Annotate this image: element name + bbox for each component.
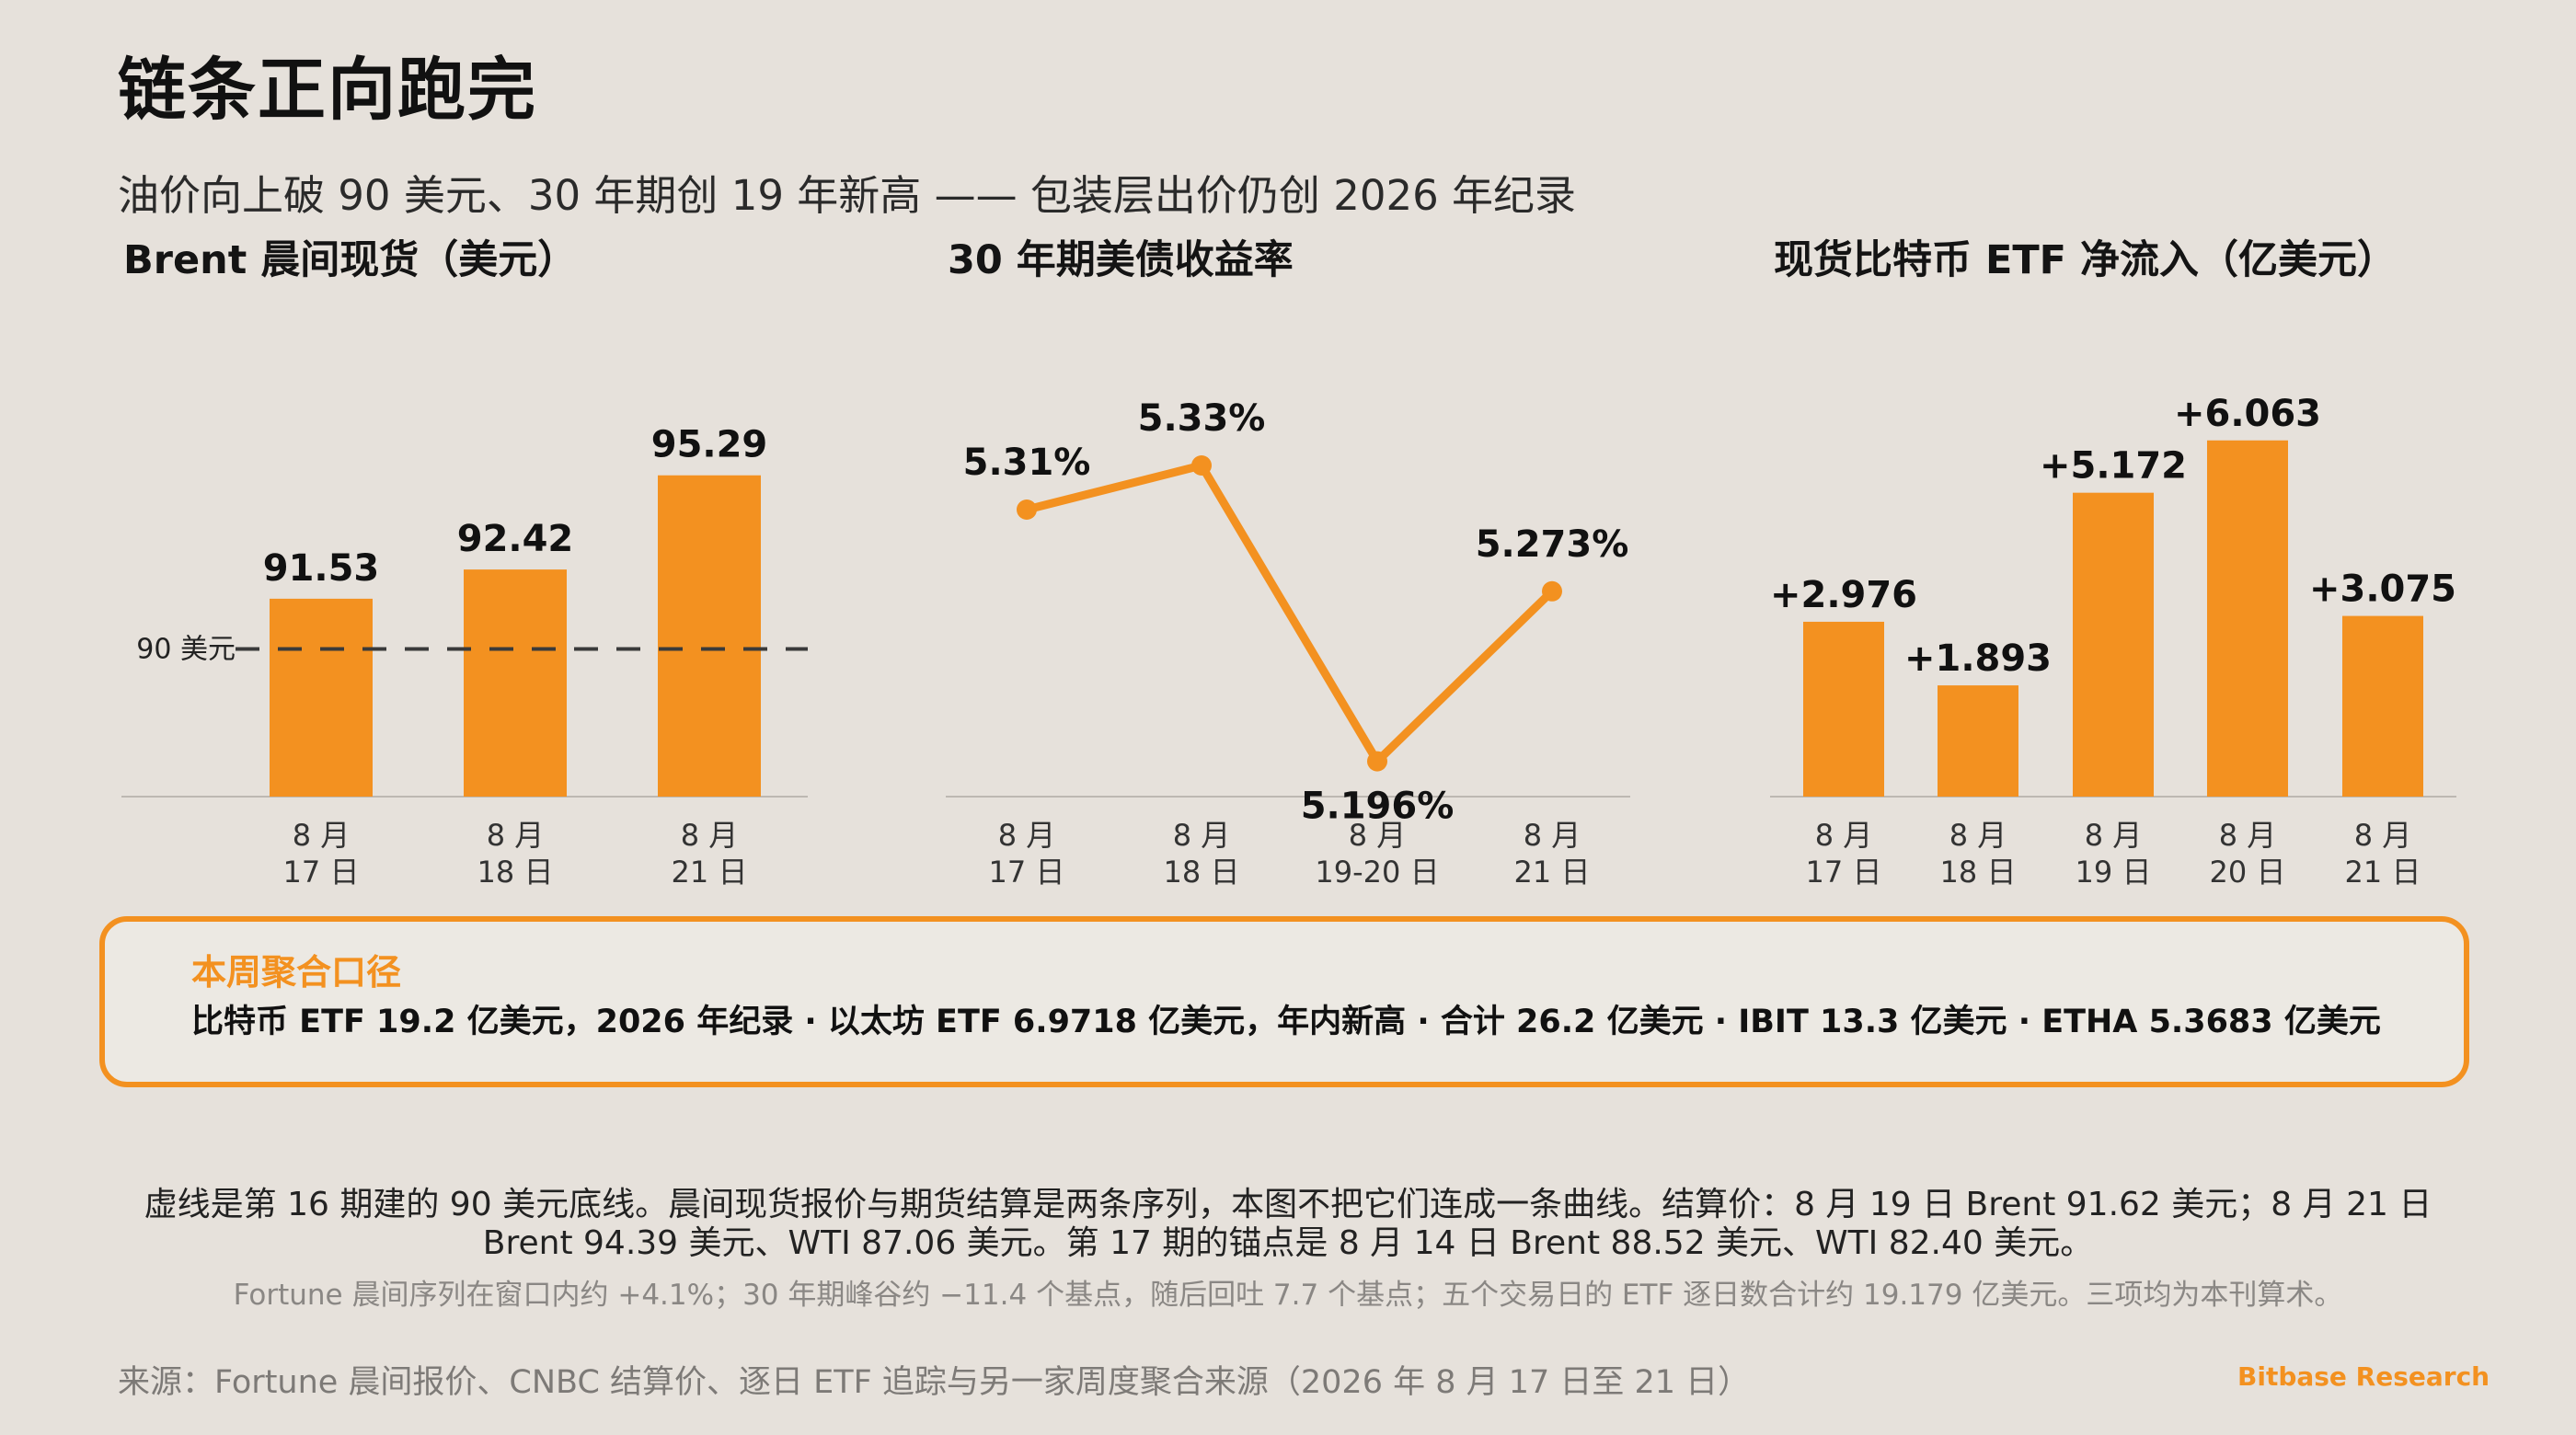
footnote-line-1: 虚线是第 16 期建的 90 美元底线。晨间现货报价与期货结算是两条序列，本图不… (144, 1186, 2432, 1223)
etf-data-label: +5.172 (2040, 445, 2187, 488)
etf-tick-label-month: 8 月 (1815, 818, 1873, 853)
ust30-tick-label-month: 8 月 (1173, 818, 1231, 853)
brent-bar (658, 475, 761, 797)
page-title: 链条正向跑完 (118, 51, 537, 130)
ust30-point (1367, 751, 1387, 772)
etf-bar (2207, 440, 2288, 797)
etf-data-label: +1.893 (1904, 637, 2052, 680)
ust30-chart-title: 30 年期美债收益率 (948, 237, 1294, 283)
etf-tick-label-month: 8 月 (2085, 818, 2143, 853)
brent-tick-label-day: 17 日 (283, 855, 360, 890)
ust30-tick-label-month: 8 月 (1524, 818, 1581, 853)
ust30-tick-label-day: 17 日 (989, 855, 1065, 890)
etf-tick-label-day: 18 日 (1940, 855, 2017, 890)
etf-bar (2342, 615, 2423, 797)
brent-reference-label: 90 美元 (136, 633, 236, 665)
ust30-data-label: 5.31% (963, 442, 1091, 484)
etf-bar (1938, 685, 2018, 797)
etf-data-label: +2.976 (1770, 574, 1917, 616)
etf-tick-label-month: 8 月 (1949, 818, 2007, 853)
ust30-data-label: 5.196% (1301, 786, 1455, 828)
brent-tick-label-month: 8 月 (293, 818, 351, 853)
brand-label: Bitbase Research (2237, 1361, 2490, 1392)
ust30-tick-label-month: 8 月 (998, 818, 1056, 853)
brent-chart-title: Brent 晨间现货（美元） (123, 237, 578, 283)
brent-data-label: 95.29 (651, 424, 768, 466)
etf-tick-label-day: 21 日 (2345, 855, 2421, 890)
ust30-point (1017, 499, 1037, 520)
etf-tick-label-day: 19 日 (2076, 855, 2152, 890)
ust30-data-label: 5.273% (1476, 523, 1629, 566)
etf-tick-label-day: 17 日 (1806, 855, 1882, 890)
etf-tick-label-month: 8 月 (2219, 818, 2277, 853)
ust30-tick-label-day: 21 日 (1514, 855, 1591, 890)
brent-tick-label-day: 21 日 (672, 855, 748, 890)
ust30-tick-label-day: 18 日 (1164, 855, 1240, 890)
footnote-arithmetic: Fortune 晨间序列在窗口内约 +4.1%；30 年期峰谷约 −11.4 个… (233, 1279, 2343, 1312)
ust30-tick-label-month: 8 月 (1349, 818, 1407, 853)
source-note: 来源：Fortune 晨间报价、CNBC 结算价、逐日 ETF 追踪与另一家周度… (118, 1364, 1751, 1401)
ust30-point (1542, 580, 1562, 602)
brent-data-label: 92.42 (457, 518, 574, 560)
summary-text: 比特币 ETF 19.2 亿美元，2026 年纪录 · 以太坊 ETF 6.97… (191, 1004, 2381, 1040)
etf-tick-label-month: 8 月 (2354, 818, 2412, 853)
etf-bar (2073, 492, 2154, 797)
ust30-tick-label-day: 19-20 日 (1315, 855, 1439, 890)
etf-data-label: +6.063 (2174, 393, 2321, 435)
brent-tick-label-day: 18 日 (477, 855, 554, 890)
brent-data-label: 91.53 (263, 547, 380, 590)
ust30-point (1191, 455, 1212, 476)
etf-chart-title: 现货比特币 ETF 净流入（亿美元） (1774, 237, 2398, 283)
brent-bar (464, 569, 567, 797)
ust30-series-line (1022, 461, 1557, 766)
brent-tick-label-month: 8 月 (487, 818, 545, 853)
summary-box: 本周聚合口径 比特币 ETF 19.2 亿美元，2026 年纪录 · 以太坊 E… (99, 916, 2469, 1087)
footnote-line-2: Brent 94.39 美元、WTI 87.06 美元。第 17 期的锚点是 8… (482, 1224, 2094, 1262)
page-subtitle: 油价向上破 90 美元、30 年期创 19 年新高 —— 包装层出价仍创 202… (118, 171, 1577, 220)
summary-title: 本周聚合口径 (191, 952, 402, 993)
ust30-data-label: 5.33% (1138, 397, 1266, 440)
brent-tick-label-month: 8 月 (681, 818, 739, 853)
brent-bar (270, 598, 373, 797)
etf-bar (1803, 621, 1884, 797)
etf-tick-label-day: 20 日 (2210, 855, 2286, 890)
etf-data-label: +3.075 (2309, 568, 2456, 611)
